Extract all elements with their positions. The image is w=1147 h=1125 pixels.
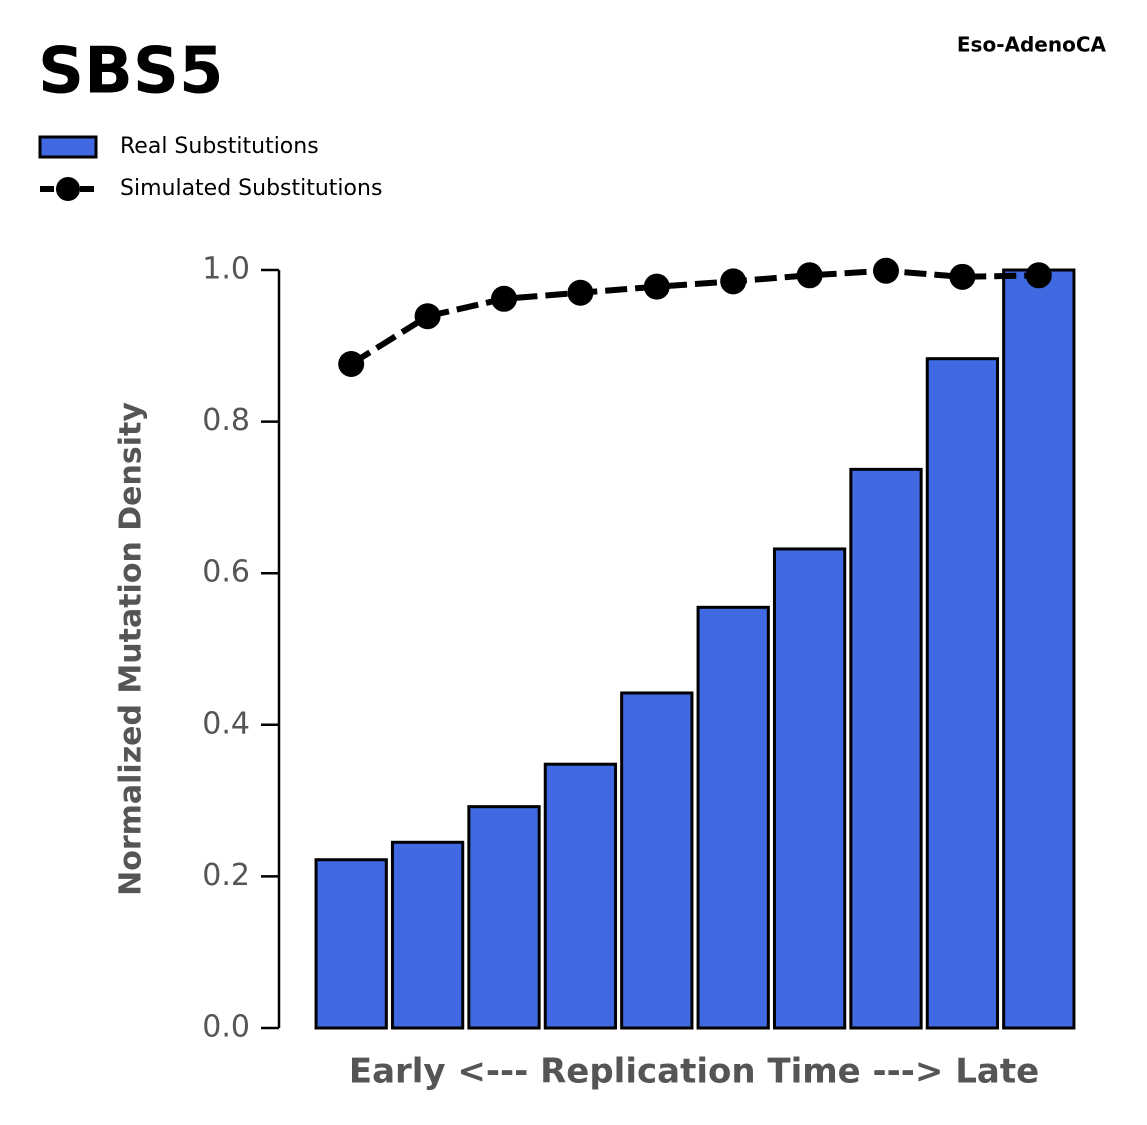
point bbox=[491, 285, 517, 312]
bar bbox=[467, 805, 541, 1030]
point bbox=[796, 262, 823, 289]
point bbox=[643, 273, 670, 300]
point bbox=[873, 257, 899, 284]
bar bbox=[925, 357, 1000, 1030]
line bbox=[349, 267, 1039, 367]
legend-label: Simulated Substitutions bbox=[120, 176, 382, 201]
bar bbox=[849, 467, 923, 1030]
y-tick-label: 0.8 bbox=[202, 403, 250, 438]
point bbox=[338, 350, 365, 377]
legend-swatch bbox=[56, 177, 80, 201]
y-tick-label: 0.6 bbox=[202, 555, 250, 590]
y-tick-label: 0.4 bbox=[202, 706, 250, 741]
bar bbox=[1002, 268, 1076, 1030]
y-axis-label: Normalized Mutation Density bbox=[114, 402, 149, 896]
y-tick-label: 0.0 bbox=[202, 1010, 250, 1045]
point bbox=[1025, 262, 1052, 289]
point bbox=[720, 268, 747, 295]
point bbox=[949, 263, 976, 290]
bar bbox=[696, 605, 770, 1030]
legend-swatch bbox=[38, 135, 98, 159]
x-axis-label: Early <--- Replication Time ---> Late bbox=[349, 1052, 1039, 1092]
point bbox=[567, 279, 594, 306]
bar bbox=[314, 858, 388, 1030]
y-tick-label: 1.0 bbox=[202, 252, 250, 287]
bar bbox=[543, 762, 618, 1030]
bar bbox=[390, 840, 465, 1030]
chart-title: SBS5 bbox=[38, 35, 224, 109]
point bbox=[414, 303, 441, 330]
y-tick-label: 0.2 bbox=[202, 858, 250, 893]
bar bbox=[620, 691, 694, 1030]
chart-subtitle: Eso-AdenoCA bbox=[957, 33, 1107, 57]
bar bbox=[772, 547, 847, 1030]
legend-label: Real Substitutions bbox=[120, 134, 319, 159]
